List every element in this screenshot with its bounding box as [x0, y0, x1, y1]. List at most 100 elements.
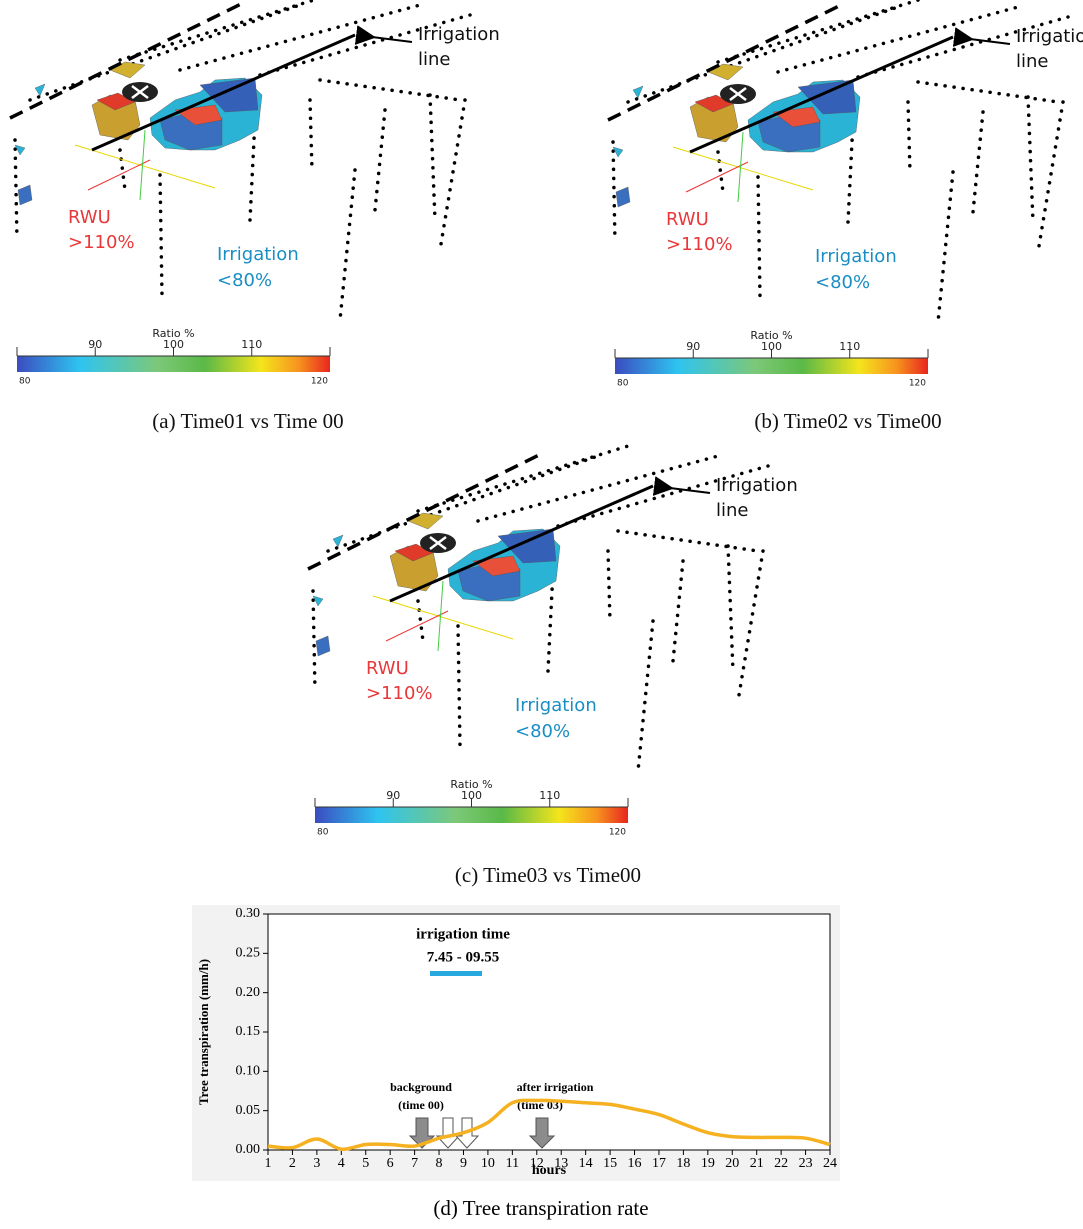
colorbar [17, 356, 330, 372]
irrigation-line-label: Irrigation [1016, 26, 1083, 47]
probe-line [738, 551, 763, 701]
probe-line [375, 110, 385, 210]
irrigation-label: <80% [515, 721, 570, 742]
irrigation-line-label: line [1016, 51, 1048, 72]
plot-frame [268, 914, 830, 1150]
colorbar [615, 358, 928, 374]
colorbar-tick-label: 120 [909, 379, 926, 389]
irrigation-label: Irrigation [815, 246, 897, 267]
caption: (c) Time03 vs Time00 [455, 863, 641, 887]
x-tick-label: 3 [313, 1156, 320, 1171]
ratio-volume [35, 84, 45, 96]
x-tick-label: 13 [554, 1156, 568, 1171]
x-tick-label: 21 [750, 1156, 764, 1171]
colorbar-tick-label: 100 [761, 340, 782, 353]
irrigation-line-label: Irrigation [716, 475, 798, 496]
x-tick-label: 17 [652, 1156, 666, 1171]
page: {"panels": [ {"caption": "(a) Time01 vs … [0, 0, 1083, 1229]
probe-line [15, 140, 17, 240]
colorbar-tick-label: 110 [539, 789, 560, 802]
x-tick-label: 20 [725, 1156, 739, 1171]
panel: IrrigationlineRWU>110%Irrigation<80%Rati… [10, 0, 500, 387]
probe-line [718, 0, 928, 62]
rwu-label: RWU [666, 209, 709, 230]
colorbar-tick-label: 90 [386, 789, 400, 802]
x-tick-label: 7 [411, 1156, 418, 1171]
probe-line [440, 100, 465, 250]
y-tick-label: 0.00 [236, 1142, 261, 1157]
colorbar-tick-label: 90 [88, 338, 102, 351]
ratio-volume [333, 535, 343, 547]
caption: (d) Tree transpiration rate [433, 1196, 648, 1220]
axis-line [75, 145, 215, 188]
rwu-label: RWU [68, 207, 111, 228]
x-tick-label: 2 [289, 1156, 296, 1171]
x-tick-label: 23 [799, 1156, 813, 1171]
irrigation-label: Irrigation [217, 244, 299, 265]
probe-line [918, 82, 1058, 102]
caption: (a) Time01 vs Time 00 [152, 409, 343, 433]
x-tick-label: 12 [530, 1156, 544, 1171]
probe-line [613, 142, 615, 242]
annotation: (time 00) [398, 1098, 444, 1112]
y-tick-label: 0.30 [236, 906, 261, 921]
probe-line [548, 571, 553, 671]
y-tick-label: 0.20 [236, 985, 261, 1000]
irrigation-label: <80% [815, 272, 870, 293]
x-tick-label: 24 [823, 1156, 837, 1171]
probe-line [938, 172, 953, 322]
x-tick-label: 10 [481, 1156, 495, 1171]
caption: (b) Time02 vs Time00 [754, 409, 941, 433]
colorbar-tick-label: 120 [609, 828, 626, 838]
ratio-volume [18, 185, 32, 205]
colorbar-tick-label: 100 [461, 789, 482, 802]
probe-line [848, 122, 853, 222]
probe-line [638, 621, 653, 771]
irrigation-bar [430, 971, 482, 976]
colorbar-tick-label: 90 [686, 340, 700, 353]
x-tick-label: 14 [579, 1156, 593, 1171]
rwu-label: >110% [68, 232, 135, 253]
probe-line [608, 551, 610, 621]
rwu-label: >110% [366, 683, 433, 704]
colorbar-tick-label: 80 [19, 377, 31, 387]
rwu-label: RWU [366, 658, 409, 679]
probe-line [120, 0, 330, 60]
probe-line [908, 102, 910, 172]
x-tick-label: 15 [603, 1156, 617, 1171]
ratio-volume [316, 636, 330, 656]
probe-line [718, 152, 723, 192]
x-tick-label: 19 [701, 1156, 715, 1171]
probe-line [758, 177, 760, 297]
x-tick-label: 4 [338, 1156, 345, 1171]
annotation: after irrigation [517, 1080, 594, 1094]
ratio-volume [616, 187, 630, 207]
y-axis-title: Tree transpiration (mm/h) [196, 959, 211, 1105]
probe-line [1038, 102, 1063, 252]
irrigation-line-label: line [418, 49, 450, 70]
probe-line [628, 7, 898, 102]
x-tick-label: 5 [362, 1156, 369, 1171]
colorbar-tick-label: 110 [839, 340, 860, 353]
probe-line [313, 591, 315, 691]
x-tick-label: 11 [506, 1156, 519, 1171]
panel: IrrigationlineRWU>110%Irrigation<80%Rati… [608, 0, 1083, 389]
probe-line [250, 120, 255, 220]
colorbar-tick-label: 80 [317, 828, 329, 838]
x-tick-label: 18 [676, 1156, 690, 1171]
probe-line [418, 446, 628, 511]
x-tick-label: 1 [265, 1156, 272, 1171]
irrigation-line-label: Irrigation [418, 24, 500, 45]
annotation: irrigation time [416, 926, 510, 942]
irrigation-label: Irrigation [515, 695, 597, 716]
panel: IrrigationlineRWU>110%Irrigation<80%Rati… [308, 446, 798, 838]
probe-line [30, 5, 300, 100]
colorbar [315, 807, 628, 823]
rwu-label: >110% [666, 234, 733, 255]
x-tick-label: 16 [628, 1156, 642, 1171]
ratio-volume [633, 86, 643, 98]
x-tick-label: 8 [436, 1156, 443, 1171]
probe-line [1028, 97, 1033, 222]
colorbar-tick-label: 80 [617, 379, 629, 389]
probe-line [320, 80, 460, 100]
